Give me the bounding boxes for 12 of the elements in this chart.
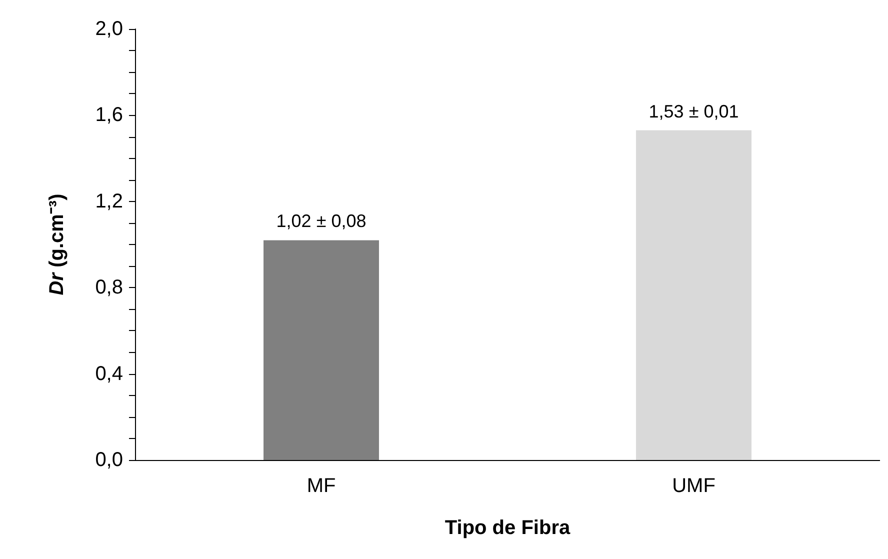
data-label: 1,53 ± 0,01: [648, 101, 739, 122]
x-tick-label: MF: [306, 475, 336, 497]
data-label: 1,02 ± 0,08: [276, 211, 366, 232]
y-tick-label: 0,8: [95, 276, 123, 299]
y-tick-label: 1,6: [95, 104, 123, 126]
x-axis-title: Tipo de Fibra: [444, 517, 571, 539]
y-tick-label: 0,4: [95, 362, 123, 385]
y-tick-label: 0,0: [95, 449, 123, 471]
y-tick-label: 1,2: [95, 190, 123, 212]
y-tick-label: 2,0: [95, 18, 123, 40]
x-tick-label: UMF: [672, 475, 716, 497]
y-axis-title: Dr (g.cm⁻³): [46, 194, 68, 296]
